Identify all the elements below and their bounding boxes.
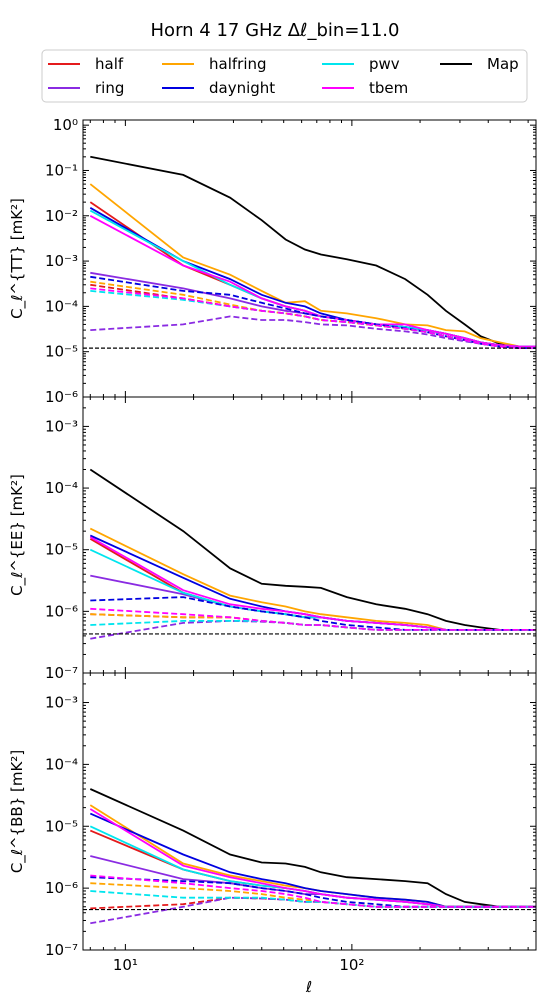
axes-frame <box>82 396 537 674</box>
series-line-ring-dashed <box>90 896 536 925</box>
series-line-tbem-dashed <box>90 874 536 908</box>
y-axis-label: C_ℓ^{EE} [mK²] <box>8 474 27 596</box>
legend-entry-map: Map <box>440 55 519 73</box>
axes-frame <box>82 672 537 951</box>
series-line-halfring-solid <box>89 527 536 631</box>
series-group <box>89 155 536 349</box>
panel-bb: 10⁻⁷ 10⁻⁶ 10⁻⁵ 10⁻⁴ 10⁻³ 10¹ 10² C_ℓ^{BB} [mK²] <box>8 672 537 974</box>
legend-entry-half: half <box>48 55 124 73</box>
legend-entry-ring: ring <box>48 79 124 97</box>
series-line-ring-dashed <box>90 315 536 349</box>
series-line-tbem-dashed <box>90 287 536 349</box>
legend-entry-pwv: pwv <box>322 55 400 73</box>
y-tick-label: 10⁻¹ <box>45 161 78 179</box>
series-line-half-solid <box>89 201 536 348</box>
series-line-tbem-dashed <box>90 607 536 631</box>
y-tick-label: 10⁻³ <box>45 694 78 712</box>
y-tick-label: 10⁻⁷ <box>45 664 78 682</box>
y-tick-label: 10⁻⁵ <box>45 817 78 835</box>
y-tick-label: 10⁻² <box>45 207 78 225</box>
y-tick-label: 10⁰ <box>53 116 78 134</box>
x-axis-label: ℓ <box>305 978 312 996</box>
panel-ee: 10⁻⁷ 10⁻⁶ 10⁻⁵ 10⁻⁴ 10⁻³ C_ℓ^{EE} [mK²] <box>8 396 537 682</box>
axes-frame <box>82 119 537 398</box>
y-tick-label: 10⁻⁴ <box>45 755 78 773</box>
y-tick-label: 10⁻⁶ <box>45 879 78 897</box>
legend-label: pwv <box>369 55 400 73</box>
legend-label: ring <box>95 79 124 97</box>
series-group <box>89 788 536 925</box>
chart-title: Horn 4 17 GHz Δℓ_bin=11.0 <box>151 20 400 41</box>
legend-label: Map <box>487 55 519 73</box>
legend-label: tbem <box>369 79 408 97</box>
series-line-map-solid <box>89 788 536 908</box>
y-tick-label: 10⁻⁵ <box>45 541 78 559</box>
y-tick-label: 10⁻³ <box>45 252 78 270</box>
panels: 10⁻⁶ 10⁻⁵ 10⁻⁴ 10⁻³ 10⁻² 10⁻¹ 10⁰ C_ℓ^{TT} [mK²… <box>8 116 537 974</box>
y-tick-label: 10⁻⁴ <box>45 479 78 497</box>
y-tick-label: 10⁻³ <box>45 417 78 435</box>
legend-label: half <box>95 55 124 73</box>
panel-tt: 10⁻⁶ 10⁻⁵ 10⁻⁴ 10⁻³ 10⁻² 10⁻¹ 10⁰ C_ℓ^{TT} [mK²… <box>8 116 537 406</box>
y-tick-label: 10⁻⁷ <box>45 941 78 959</box>
legend-entry-tbem: tbem <box>322 79 408 97</box>
legend-entry-halfring: halfring <box>162 55 267 73</box>
legend-label: daynight <box>209 79 275 97</box>
legend-label: halfring <box>209 55 267 73</box>
series-line-halfring-solid <box>89 183 536 348</box>
x-tick-label: 10¹ <box>113 956 138 974</box>
y-tick-label: 10⁻⁶ <box>45 602 78 620</box>
y-tick-label: 10⁻⁴ <box>45 297 78 315</box>
series-line-halfring-solid <box>89 804 536 908</box>
series-line-map-solid <box>89 468 536 631</box>
y-axis-label: C_ℓ^{TT} [mK²] <box>8 198 27 319</box>
series-group <box>89 468 536 640</box>
series-line-daynight-dashed <box>90 275 536 349</box>
x-tick-label: 10² <box>339 956 364 974</box>
legend-entry-daynight: daynight <box>162 79 275 97</box>
y-tick-label: 10⁻⁵ <box>45 343 78 361</box>
y-tick-label: 10⁻⁶ <box>45 388 78 406</box>
y-axis-label: C_ℓ^{BB} [mK²] <box>8 750 27 873</box>
